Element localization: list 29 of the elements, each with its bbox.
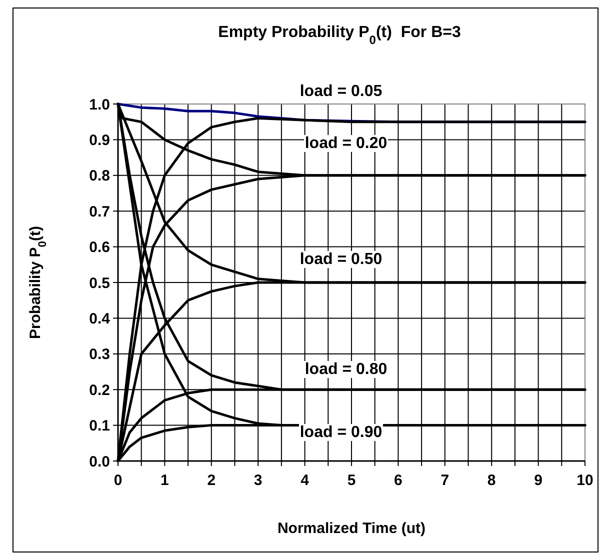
- annotation: load = 0.90: [300, 424, 382, 441]
- x-tick-label: 3: [254, 472, 262, 489]
- y-tick-label: 0.3: [89, 346, 110, 364]
- y-tick-label: 0.2: [89, 382, 110, 399]
- chart-title: Empty Probability P$_{0}$(t) For B=3: [218, 24, 461, 47]
- y-tick-label: 0.7: [89, 203, 110, 220]
- x-tick-label: 2: [207, 472, 216, 489]
- y-tick-label: 1.0: [89, 96, 110, 114]
- x-tick-label: 7: [440, 472, 450, 489]
- y-tick-label: 0.1: [89, 418, 110, 435]
- annotation: load = 0.50: [300, 251, 382, 268]
- annotation: load = 0.80: [304, 361, 388, 378]
- x-tick-label: 0: [114, 472, 122, 489]
- x-tick-label: 4: [300, 472, 310, 489]
- y-tick-label: 0.0: [89, 453, 110, 470]
- y-tick-label: 0.9: [89, 132, 110, 149]
- x-tick-label: 10: [576, 472, 594, 489]
- y-tick-label: 0.4: [89, 310, 111, 328]
- x-axis-title: Normalized Time (ut): [277, 520, 426, 537]
- x-tick-label: 6: [394, 472, 402, 489]
- x-tick-label: 1: [160, 472, 169, 489]
- y-tick-label: 0.8: [89, 168, 110, 185]
- y-tick-label: 0.6: [89, 239, 110, 256]
- annotation: load = 0.20: [304, 135, 388, 152]
- text: load = 0.05: [300, 83, 382, 100]
- x-tick-label: 5: [347, 472, 356, 489]
- x-tick-label: 8: [487, 472, 496, 489]
- x-tick-label: 9: [534, 472, 542, 489]
- y-tick-label: 0.5: [89, 274, 110, 292]
